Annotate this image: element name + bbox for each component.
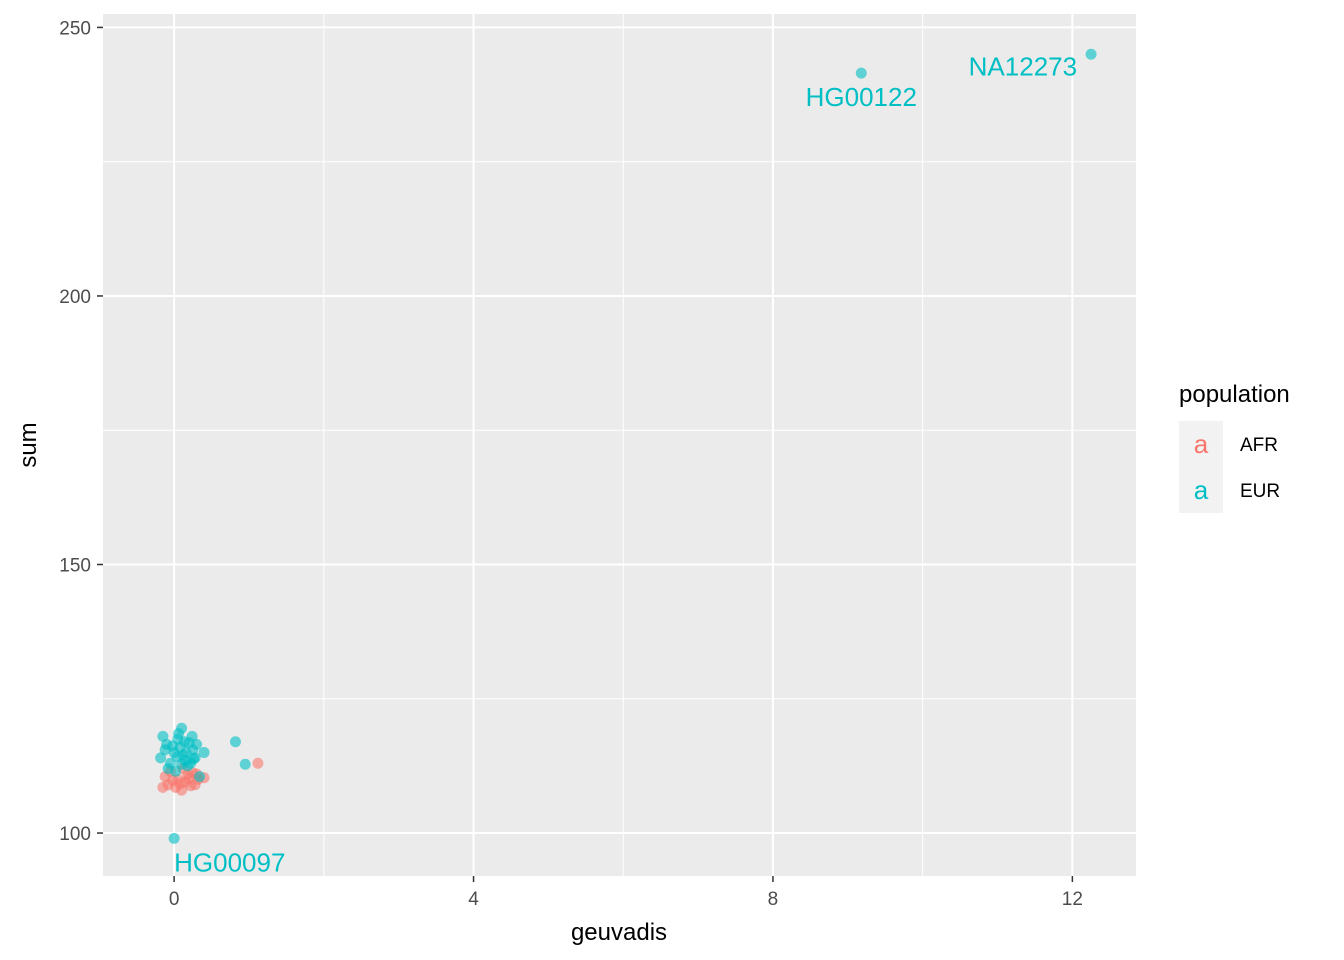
point-annotations: NA12273 HG00122 HG00097 <box>174 51 1077 877</box>
y-axis-title: sum <box>15 422 42 467</box>
data-point-afr <box>167 774 179 786</box>
y-axis: 100 150 200 250 <box>59 18 103 845</box>
data-point-eur <box>1085 48 1097 60</box>
x-tick-label: 4 <box>468 889 479 910</box>
plot-panel <box>103 14 1136 876</box>
x-axis-title: geuvadis <box>571 919 667 946</box>
legend-key-glyph: a <box>1194 429 1209 459</box>
y-tick-label: 150 <box>59 555 91 576</box>
data-point-eur <box>168 832 180 844</box>
data-point-eur <box>229 736 241 748</box>
data-point-eur <box>855 67 867 79</box>
y-tick-label: 250 <box>59 18 91 39</box>
legend-title: population <box>1179 381 1290 408</box>
y-tick-label: 100 <box>59 824 91 845</box>
data-point-eur <box>171 751 183 763</box>
major-gridlines <box>103 14 1136 876</box>
data-point-afr <box>252 757 264 769</box>
legend: population a AFR a EUR <box>1179 381 1290 513</box>
data-point-eur <box>155 752 167 764</box>
legend-key-eur <box>1179 467 1223 513</box>
x-tick-label: 8 <box>768 889 779 910</box>
data-point-eur <box>167 740 179 752</box>
data-point-eur <box>173 728 185 740</box>
data-point-eur <box>162 763 174 775</box>
legend-key-glyph: a <box>1194 475 1209 505</box>
x-tick-label: 0 <box>169 889 180 910</box>
point-annotation-label: HG00122 <box>806 82 917 112</box>
y-tick-label: 200 <box>59 287 91 308</box>
legend-label-afr: AFR <box>1240 435 1278 456</box>
data-point-afr <box>183 772 195 784</box>
legend-label-eur: EUR <box>1240 481 1280 502</box>
data-point-eur <box>188 753 200 765</box>
x-tick-label: 12 <box>1062 889 1083 910</box>
minor-gridlines <box>103 14 1136 876</box>
data-points <box>155 48 1097 844</box>
data-point-eur <box>198 746 210 758</box>
data-point-eur <box>239 758 251 770</box>
legend-key-afr <box>1179 421 1223 467</box>
data-point-eur <box>180 746 192 758</box>
point-annotation-label: HG00097 <box>174 847 285 877</box>
x-axis: 0 4 8 12 <box>169 876 1083 910</box>
data-point-eur <box>194 771 206 783</box>
data-point-eur <box>186 730 198 742</box>
point-annotation-label: NA12273 <box>969 51 1077 81</box>
data-point-eur <box>191 738 203 750</box>
